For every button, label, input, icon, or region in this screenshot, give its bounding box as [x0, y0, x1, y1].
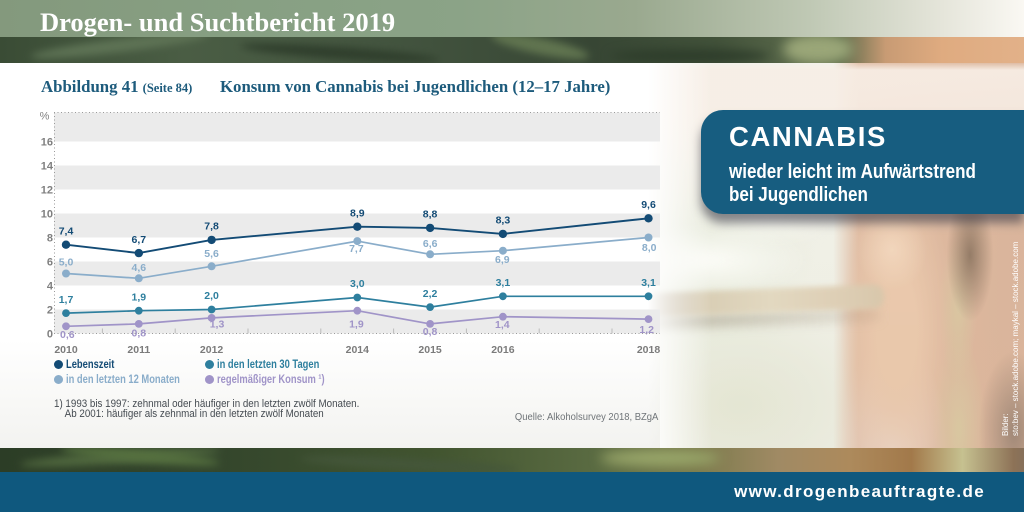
svg-text:1,2: 1,2: [639, 324, 654, 336]
svg-text:12: 12: [41, 185, 53, 197]
svg-text:1,7: 1,7: [59, 294, 74, 306]
svg-text:2: 2: [47, 305, 53, 317]
svg-text:14: 14: [41, 161, 54, 173]
svg-text:5,6: 5,6: [204, 248, 219, 260]
svg-text:2010: 2010: [54, 344, 78, 356]
svg-text:0,8: 0,8: [131, 327, 146, 339]
svg-text:2,2: 2,2: [423, 288, 438, 300]
svg-text:6,7: 6,7: [131, 234, 146, 246]
svg-text:1,3: 1,3: [210, 319, 225, 331]
svg-text:1,9: 1,9: [349, 318, 364, 330]
svg-text:3,0: 3,0: [350, 278, 365, 290]
svg-text:0,6: 0,6: [60, 329, 75, 341]
svg-text:16: 16: [41, 137, 53, 149]
svg-text:4,6: 4,6: [131, 262, 146, 274]
svg-text:8,3: 8,3: [496, 215, 511, 227]
svg-text:5,0: 5,0: [59, 256, 74, 268]
svg-text:10: 10: [41, 209, 53, 221]
svg-text:6,9: 6,9: [495, 254, 510, 266]
svg-text:6: 6: [47, 257, 53, 269]
svg-text:2,0: 2,0: [204, 290, 219, 302]
svg-text:9,6: 9,6: [641, 199, 656, 211]
svg-text:3,1: 3,1: [496, 277, 511, 289]
svg-text:1,9: 1,9: [131, 291, 146, 303]
svg-text:7,4: 7,4: [59, 225, 74, 237]
svg-text:0: 0: [47, 329, 53, 341]
svg-text:7,8: 7,8: [204, 221, 219, 233]
svg-text:4: 4: [47, 281, 54, 293]
svg-text:2011: 2011: [127, 344, 150, 356]
svg-text:2012: 2012: [200, 344, 224, 356]
svg-text:2015: 2015: [418, 344, 442, 356]
svg-text:8,9: 8,9: [350, 207, 365, 219]
svg-text:3,1: 3,1: [641, 277, 656, 289]
svg-text:2018: 2018: [637, 344, 661, 356]
svg-text:2014: 2014: [346, 344, 370, 356]
svg-text:8,8: 8,8: [423, 209, 438, 221]
svg-text:%: %: [40, 111, 50, 123]
svg-text:8: 8: [47, 233, 53, 245]
svg-text:7,7: 7,7: [349, 243, 364, 255]
svg-text:2016: 2016: [491, 344, 515, 356]
svg-text:6,6: 6,6: [423, 238, 438, 250]
svg-text:1,4: 1,4: [495, 319, 510, 331]
svg-text:8,0: 8,0: [642, 242, 657, 254]
svg-text:0,8: 0,8: [423, 326, 438, 338]
